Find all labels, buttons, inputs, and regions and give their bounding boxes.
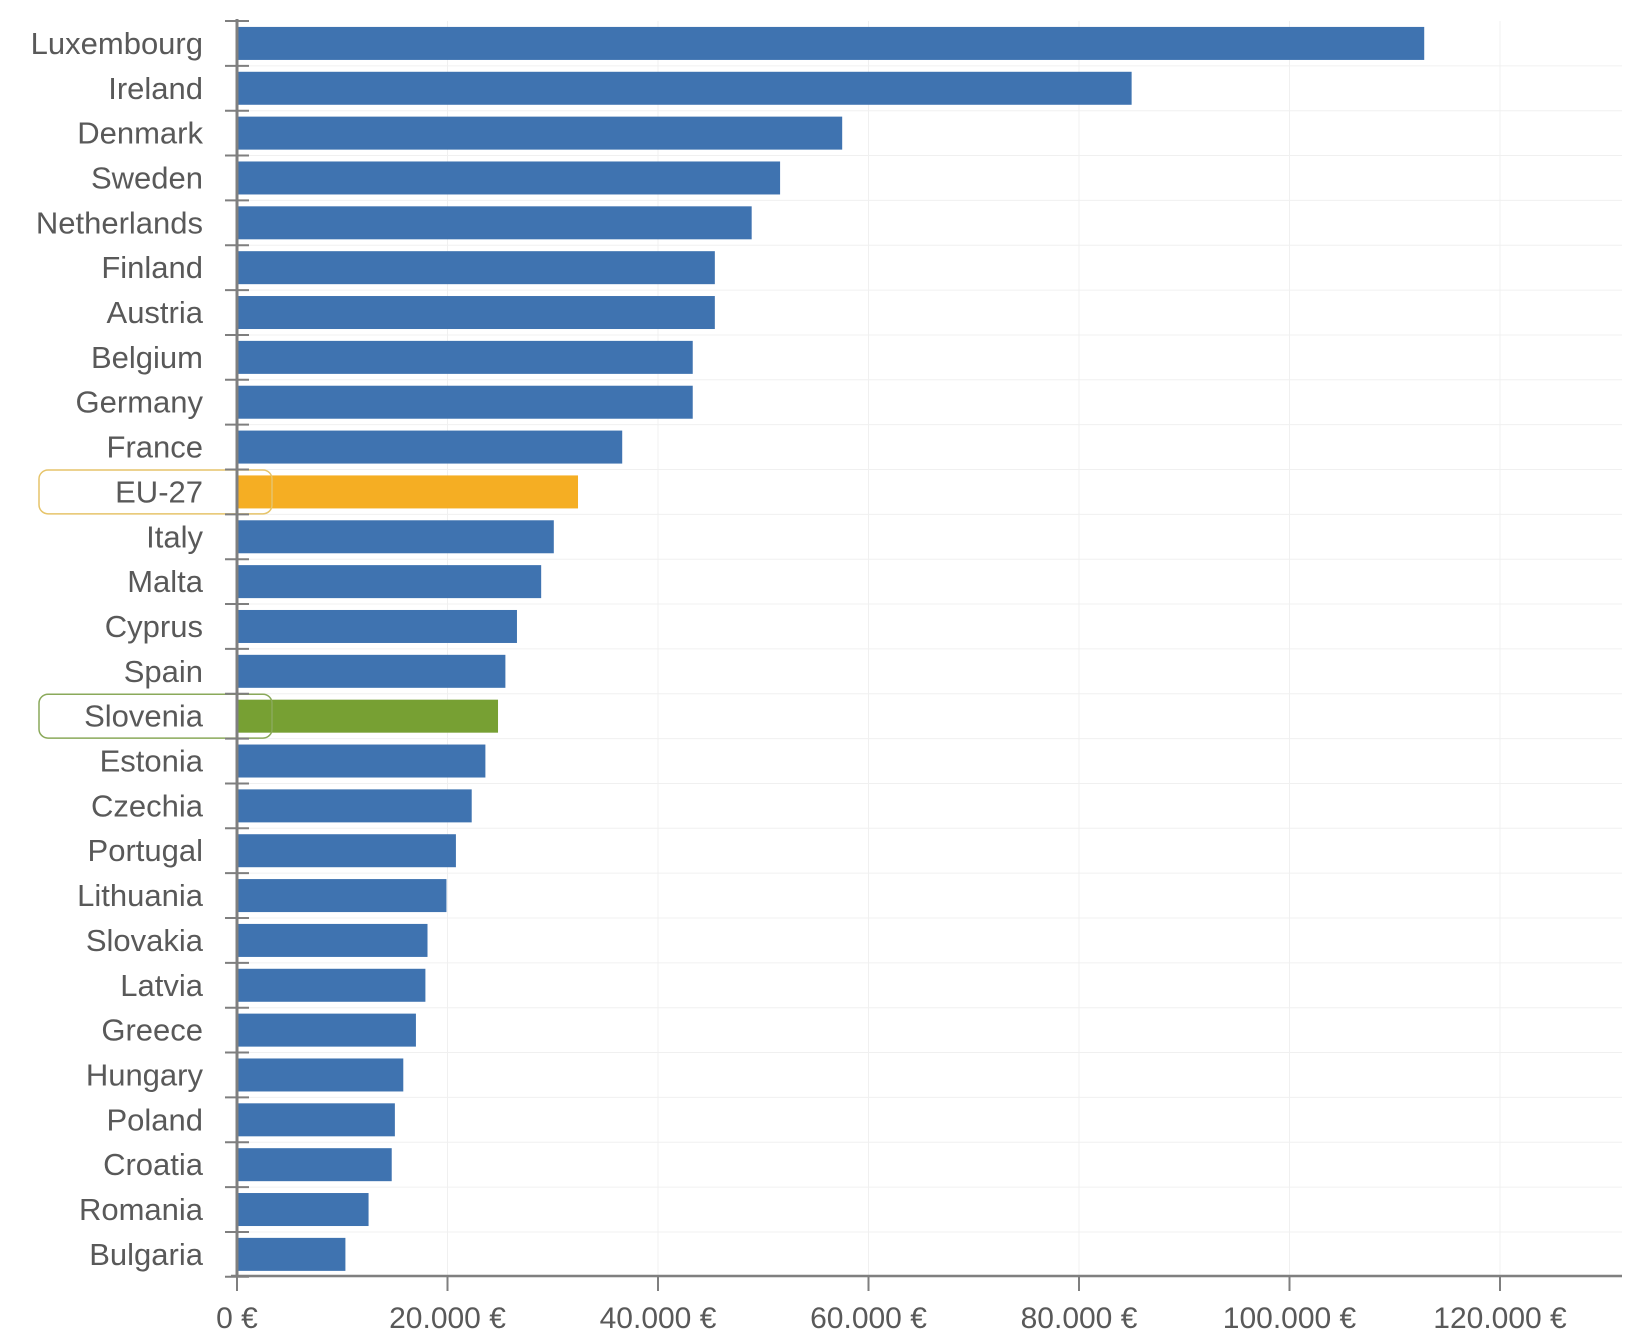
highlight-box-slovenia [38, 693, 273, 739]
bar-denmark[interactable] [238, 116, 843, 150]
category-label-finland: Finland [101, 250, 203, 285]
category-label-denmark: Denmark [77, 116, 203, 151]
bar-portugal[interactable] [238, 834, 456, 868]
category-label-slovakia: Slovakia [86, 923, 204, 958]
bar-slovakia[interactable] [238, 923, 428, 957]
bar-slovenia[interactable] [238, 699, 499, 733]
x-tick-label-4: 80.000 € [1021, 1302, 1138, 1335]
category-label-malta: Malta [127, 564, 204, 599]
bar-netherlands[interactable] [238, 206, 752, 240]
category-label-hungary: Hungary [86, 1057, 204, 1092]
x-tick-label-2: 40.000 € [600, 1302, 717, 1335]
bar-germany[interactable] [238, 385, 693, 419]
bar-italy[interactable] [238, 520, 554, 554]
bar-lithuania[interactable] [238, 879, 447, 913]
category-label-slovenia: Slovenia [84, 699, 204, 734]
category-label-austria: Austria [107, 295, 204, 330]
bar-finland[interactable] [238, 251, 715, 285]
category-label-spain: Spain [124, 654, 203, 689]
bar-romania[interactable] [238, 1193, 369, 1227]
category-label-portugal: Portugal [88, 833, 203, 868]
highlight-box-eu-27 [38, 469, 273, 515]
x-tick-label-6: 120.000 € [1433, 1302, 1567, 1335]
bar-malta[interactable] [238, 565, 542, 599]
category-label-cyprus: Cyprus [105, 609, 203, 644]
category-label-netherlands: Netherlands [36, 205, 203, 240]
bar-greece[interactable] [238, 1013, 416, 1047]
bar-croatia[interactable] [238, 1148, 392, 1182]
bar-estonia[interactable] [238, 744, 486, 778]
bar-luxembourg[interactable] [238, 26, 1425, 60]
bar-bulgaria[interactable] [238, 1237, 346, 1271]
bar-poland[interactable] [238, 1103, 395, 1137]
bar-ireland[interactable] [238, 71, 1132, 105]
category-label-lithuania: Lithuania [77, 878, 204, 913]
category-label-bulgaria: Bulgaria [89, 1237, 203, 1272]
bar-france[interactable] [238, 430, 623, 464]
category-label-ireland: Ireland [108, 71, 203, 106]
bar-eu-27[interactable] [238, 475, 579, 509]
bar-austria[interactable] [238, 296, 715, 330]
category-label-czechia: Czechia [91, 788, 204, 823]
category-label-eu-27: EU-27 [115, 474, 203, 509]
category-label-poland: Poland [106, 1102, 203, 1137]
bar-sweden[interactable] [238, 161, 781, 195]
category-label-greece: Greece [101, 1013, 203, 1048]
bar-hungary[interactable] [238, 1058, 404, 1092]
category-label-croatia: Croatia [103, 1147, 204, 1182]
category-label-latvia: Latvia [120, 968, 203, 1003]
bar-spain[interactable] [238, 654, 506, 688]
bar-czechia[interactable] [238, 789, 472, 823]
category-label-sweden: Sweden [91, 160, 203, 195]
category-label-luxembourg: Luxembourg [31, 26, 203, 61]
category-label-estonia: Estonia [100, 744, 204, 779]
bar-latvia[interactable] [238, 968, 426, 1002]
category-label-belgium: Belgium [91, 340, 203, 375]
category-label-france: France [107, 430, 203, 465]
bar-cyprus[interactable] [238, 609, 517, 643]
category-label-romania: Romania [79, 1192, 204, 1227]
bar-belgium[interactable] [238, 340, 693, 374]
x-tick-label-0: 0 € [216, 1302, 258, 1335]
x-tick-label-1: 20.000 € [389, 1302, 506, 1335]
x-tick-label-5: 100.000 € [1223, 1302, 1357, 1335]
category-label-germany: Germany [76, 385, 204, 420]
category-label-italy: Italy [146, 519, 203, 554]
x-tick-label-3: 60.000 € [810, 1302, 927, 1335]
